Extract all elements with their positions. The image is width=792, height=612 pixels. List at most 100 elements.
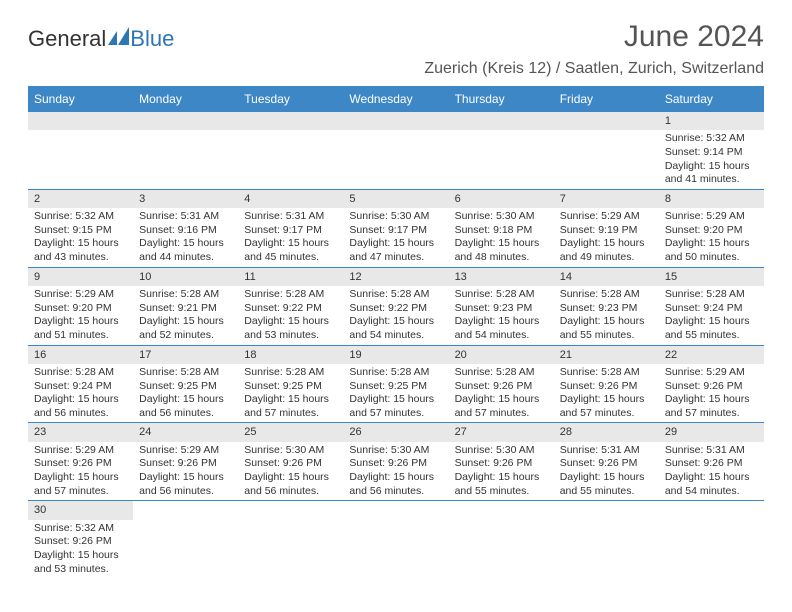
- sunrise-line: Sunrise: 5:31 AM: [244, 210, 339, 224]
- daylight-line: Daylight: 15 hours and 43 minutes.: [34, 237, 129, 264]
- day-number: 27: [449, 423, 554, 441]
- sunrise-line: Sunrise: 5:28 AM: [560, 366, 655, 380]
- weekday-header: Monday: [133, 86, 238, 112]
- day-body: Sunrise: 5:28 AMSunset: 9:21 PMDaylight:…: [133, 286, 238, 345]
- weekday-header: Tuesday: [238, 86, 343, 112]
- calendar-day-cell: 19Sunrise: 5:28 AMSunset: 9:25 PMDayligh…: [343, 345, 448, 423]
- sunset-line: Sunset: 9:26 PM: [34, 457, 129, 471]
- day-number: 11: [238, 268, 343, 286]
- day-number-bar: [238, 112, 343, 130]
- calendar-week-row: 2Sunrise: 5:32 AMSunset: 9:15 PMDaylight…: [28, 189, 764, 267]
- day-body: Sunrise: 5:28 AMSunset: 9:26 PMDaylight:…: [449, 364, 554, 423]
- day-number: 12: [343, 268, 448, 286]
- daylight-line: Daylight: 15 hours and 56 minutes.: [244, 471, 339, 498]
- daylight-line: Daylight: 15 hours and 49 minutes.: [560, 237, 655, 264]
- sunrise-line: Sunrise: 5:32 AM: [665, 132, 760, 146]
- sunset-line: Sunset: 9:25 PM: [349, 380, 444, 394]
- sunset-line: Sunset: 9:26 PM: [244, 457, 339, 471]
- day-body: Sunrise: 5:28 AMSunset: 9:22 PMDaylight:…: [343, 286, 448, 345]
- calendar-day-cell: 23Sunrise: 5:29 AMSunset: 9:26 PMDayligh…: [28, 423, 133, 501]
- sunrise-line: Sunrise: 5:28 AM: [244, 288, 339, 302]
- day-number: 21: [554, 346, 659, 364]
- sunset-line: Sunset: 9:26 PM: [455, 457, 550, 471]
- calendar-day-cell: 26Sunrise: 5:30 AMSunset: 9:26 PMDayligh…: [343, 423, 448, 501]
- day-number: 7: [554, 190, 659, 208]
- sunset-line: Sunset: 9:26 PM: [349, 457, 444, 471]
- calendar-week-row: 9Sunrise: 5:29 AMSunset: 9:20 PMDaylight…: [28, 267, 764, 345]
- location-subtitle: Zuerich (Kreis 12) / Saatlen, Zurich, Sw…: [424, 60, 764, 78]
- day-number: 15: [659, 268, 764, 286]
- day-body: Sunrise: 5:28 AMSunset: 9:24 PMDaylight:…: [659, 286, 764, 345]
- day-number-bar: [554, 112, 659, 130]
- calendar-day-cell: 11Sunrise: 5:28 AMSunset: 9:22 PMDayligh…: [238, 267, 343, 345]
- sunrise-line: Sunrise: 5:29 AM: [139, 444, 234, 458]
- daylight-line: Daylight: 15 hours and 52 minutes.: [139, 315, 234, 342]
- day-number: 22: [659, 346, 764, 364]
- calendar-day-cell: [554, 112, 659, 189]
- daylight-line: Daylight: 15 hours and 48 minutes.: [455, 237, 550, 264]
- calendar-day-cell: 7Sunrise: 5:29 AMSunset: 9:19 PMDaylight…: [554, 189, 659, 267]
- daylight-line: Daylight: 15 hours and 51 minutes.: [34, 315, 129, 342]
- sunset-line: Sunset: 9:24 PM: [665, 302, 760, 316]
- sunset-line: Sunset: 9:26 PM: [665, 380, 760, 394]
- calendar-day-cell: 27 Sunrise: 5:30 AMSunset: 9:26 PMDayligh…: [449, 423, 554, 501]
- daylight-line: Daylight: 15 hours and 41 minutes.: [665, 160, 760, 187]
- daylight-line: Daylight: 15 hours and 54 minutes.: [455, 315, 550, 342]
- sunrise-line: Sunrise: 5:29 AM: [665, 210, 760, 224]
- calendar-day-cell: 21Sunrise: 5:28 AMSunset: 9:26 PMDayligh…: [554, 345, 659, 423]
- daylight-line: Daylight: 15 hours and 44 minutes.: [139, 237, 234, 264]
- sunrise-line: Sunrise: 5:30 AM: [455, 444, 550, 458]
- weekday-header: Sunday: [28, 86, 133, 112]
- calendar-day-cell: 17Sunrise: 5:28 AMSunset: 9:25 PMDayligh…: [133, 345, 238, 423]
- day-body: Sunrise: 5:28 AMSunset: 9:25 PMDaylight:…: [343, 364, 448, 423]
- calendar-day-cell: 14Sunrise: 5:28 AMSunset: 9:23 PMDayligh…: [554, 267, 659, 345]
- calendar-day-cell: 2Sunrise: 5:32 AMSunset: 9:15 PMDaylight…: [28, 189, 133, 267]
- sunrise-line: Sunrise: 5:28 AM: [455, 366, 550, 380]
- sunset-line: Sunset: 9:25 PM: [244, 380, 339, 394]
- daylight-line: Daylight: 15 hours and 56 minutes.: [139, 393, 234, 420]
- sunrise-line: Sunrise: 5:31 AM: [665, 444, 760, 458]
- day-body: Sunrise: 5:30 AMSunset: 9:26 PMDaylight:…: [343, 442, 448, 501]
- day-body: Sunrise: 5:28 AMSunset: 9:23 PMDaylight:…: [449, 286, 554, 345]
- calendar-day-cell: 20Sunrise: 5:28 AMSunset: 9:26 PMDayligh…: [449, 345, 554, 423]
- day-body: Sunrise: 5:30 AMSunset: 9:26 PMDaylight:…: [238, 442, 343, 501]
- day-body: Sunrise: 5:32 AMSunset: 9:26 PMDaylight:…: [28, 520, 133, 579]
- daylight-line: Daylight: 15 hours and 56 minutes.: [349, 471, 444, 498]
- calendar-day-cell: 8Sunrise: 5:29 AMSunset: 9:20 PMDaylight…: [659, 189, 764, 267]
- day-number: 29: [659, 423, 764, 441]
- daylight-line: Daylight: 15 hours and 55 minutes.: [665, 315, 760, 342]
- calendar-day-cell: 4Sunrise: 5:31 AMSunset: 9:17 PMDaylight…: [238, 189, 343, 267]
- day-body: Sunrise: 5:28 AMSunset: 9:25 PMDaylight:…: [133, 364, 238, 423]
- calendar-page: General Blue June 2024 Zuerich (Kreis 12…: [0, 0, 792, 578]
- sunrise-line: Sunrise: 5:30 AM: [349, 444, 444, 458]
- sunrise-line: Sunrise: 5:31 AM: [139, 210, 234, 224]
- day-body: Sunrise: 5:28 AMSunset: 9:23 PMDaylight:…: [554, 286, 659, 345]
- day-number: 24: [133, 423, 238, 441]
- day-number: 19: [343, 346, 448, 364]
- calendar-table: Sunday Monday Tuesday Wednesday Thursday…: [28, 86, 764, 578]
- daylight-line: Daylight: 15 hours and 45 minutes.: [244, 237, 339, 264]
- sunset-line: Sunset: 9:23 PM: [455, 302, 550, 316]
- sunset-line: Sunset: 9:26 PM: [560, 457, 655, 471]
- daylight-line: Daylight: 15 hours and 56 minutes.: [139, 471, 234, 498]
- calendar-day-cell: [659, 501, 764, 578]
- calendar-day-cell: 29Sunrise: 5:31 AMSunset: 9:26 PMDayligh…: [659, 423, 764, 501]
- weekday-header: Friday: [554, 86, 659, 112]
- sunrise-line: Sunrise: 5:30 AM: [244, 444, 339, 458]
- calendar-day-cell: [449, 112, 554, 189]
- daylight-line: Daylight: 15 hours and 55 minutes.: [560, 315, 655, 342]
- calendar-day-cell: 18Sunrise: 5:28 AMSunset: 9:25 PMDayligh…: [238, 345, 343, 423]
- day-body: Sunrise: 5:29 AMSunset: 9:20 PMDaylight:…: [28, 286, 133, 345]
- daylight-line: Daylight: 15 hours and 57 minutes.: [455, 393, 550, 420]
- sunset-line: Sunset: 9:17 PM: [244, 224, 339, 238]
- sunset-line: Sunset: 9:21 PM: [139, 302, 234, 316]
- daylight-line: Daylight: 15 hours and 55 minutes.: [455, 471, 550, 498]
- sunrise-line: Sunrise: 5:32 AM: [34, 210, 129, 224]
- calendar-day-cell: 6Sunrise: 5:30 AMSunset: 9:18 PMDaylight…: [449, 189, 554, 267]
- sunset-line: Sunset: 9:15 PM: [34, 224, 129, 238]
- day-number: 23: [28, 423, 133, 441]
- day-number: 13: [449, 268, 554, 286]
- daylight-line: Daylight: 15 hours and 57 minutes.: [244, 393, 339, 420]
- day-number-bar: [343, 112, 448, 130]
- sunrise-line: Sunrise: 5:28 AM: [349, 366, 444, 380]
